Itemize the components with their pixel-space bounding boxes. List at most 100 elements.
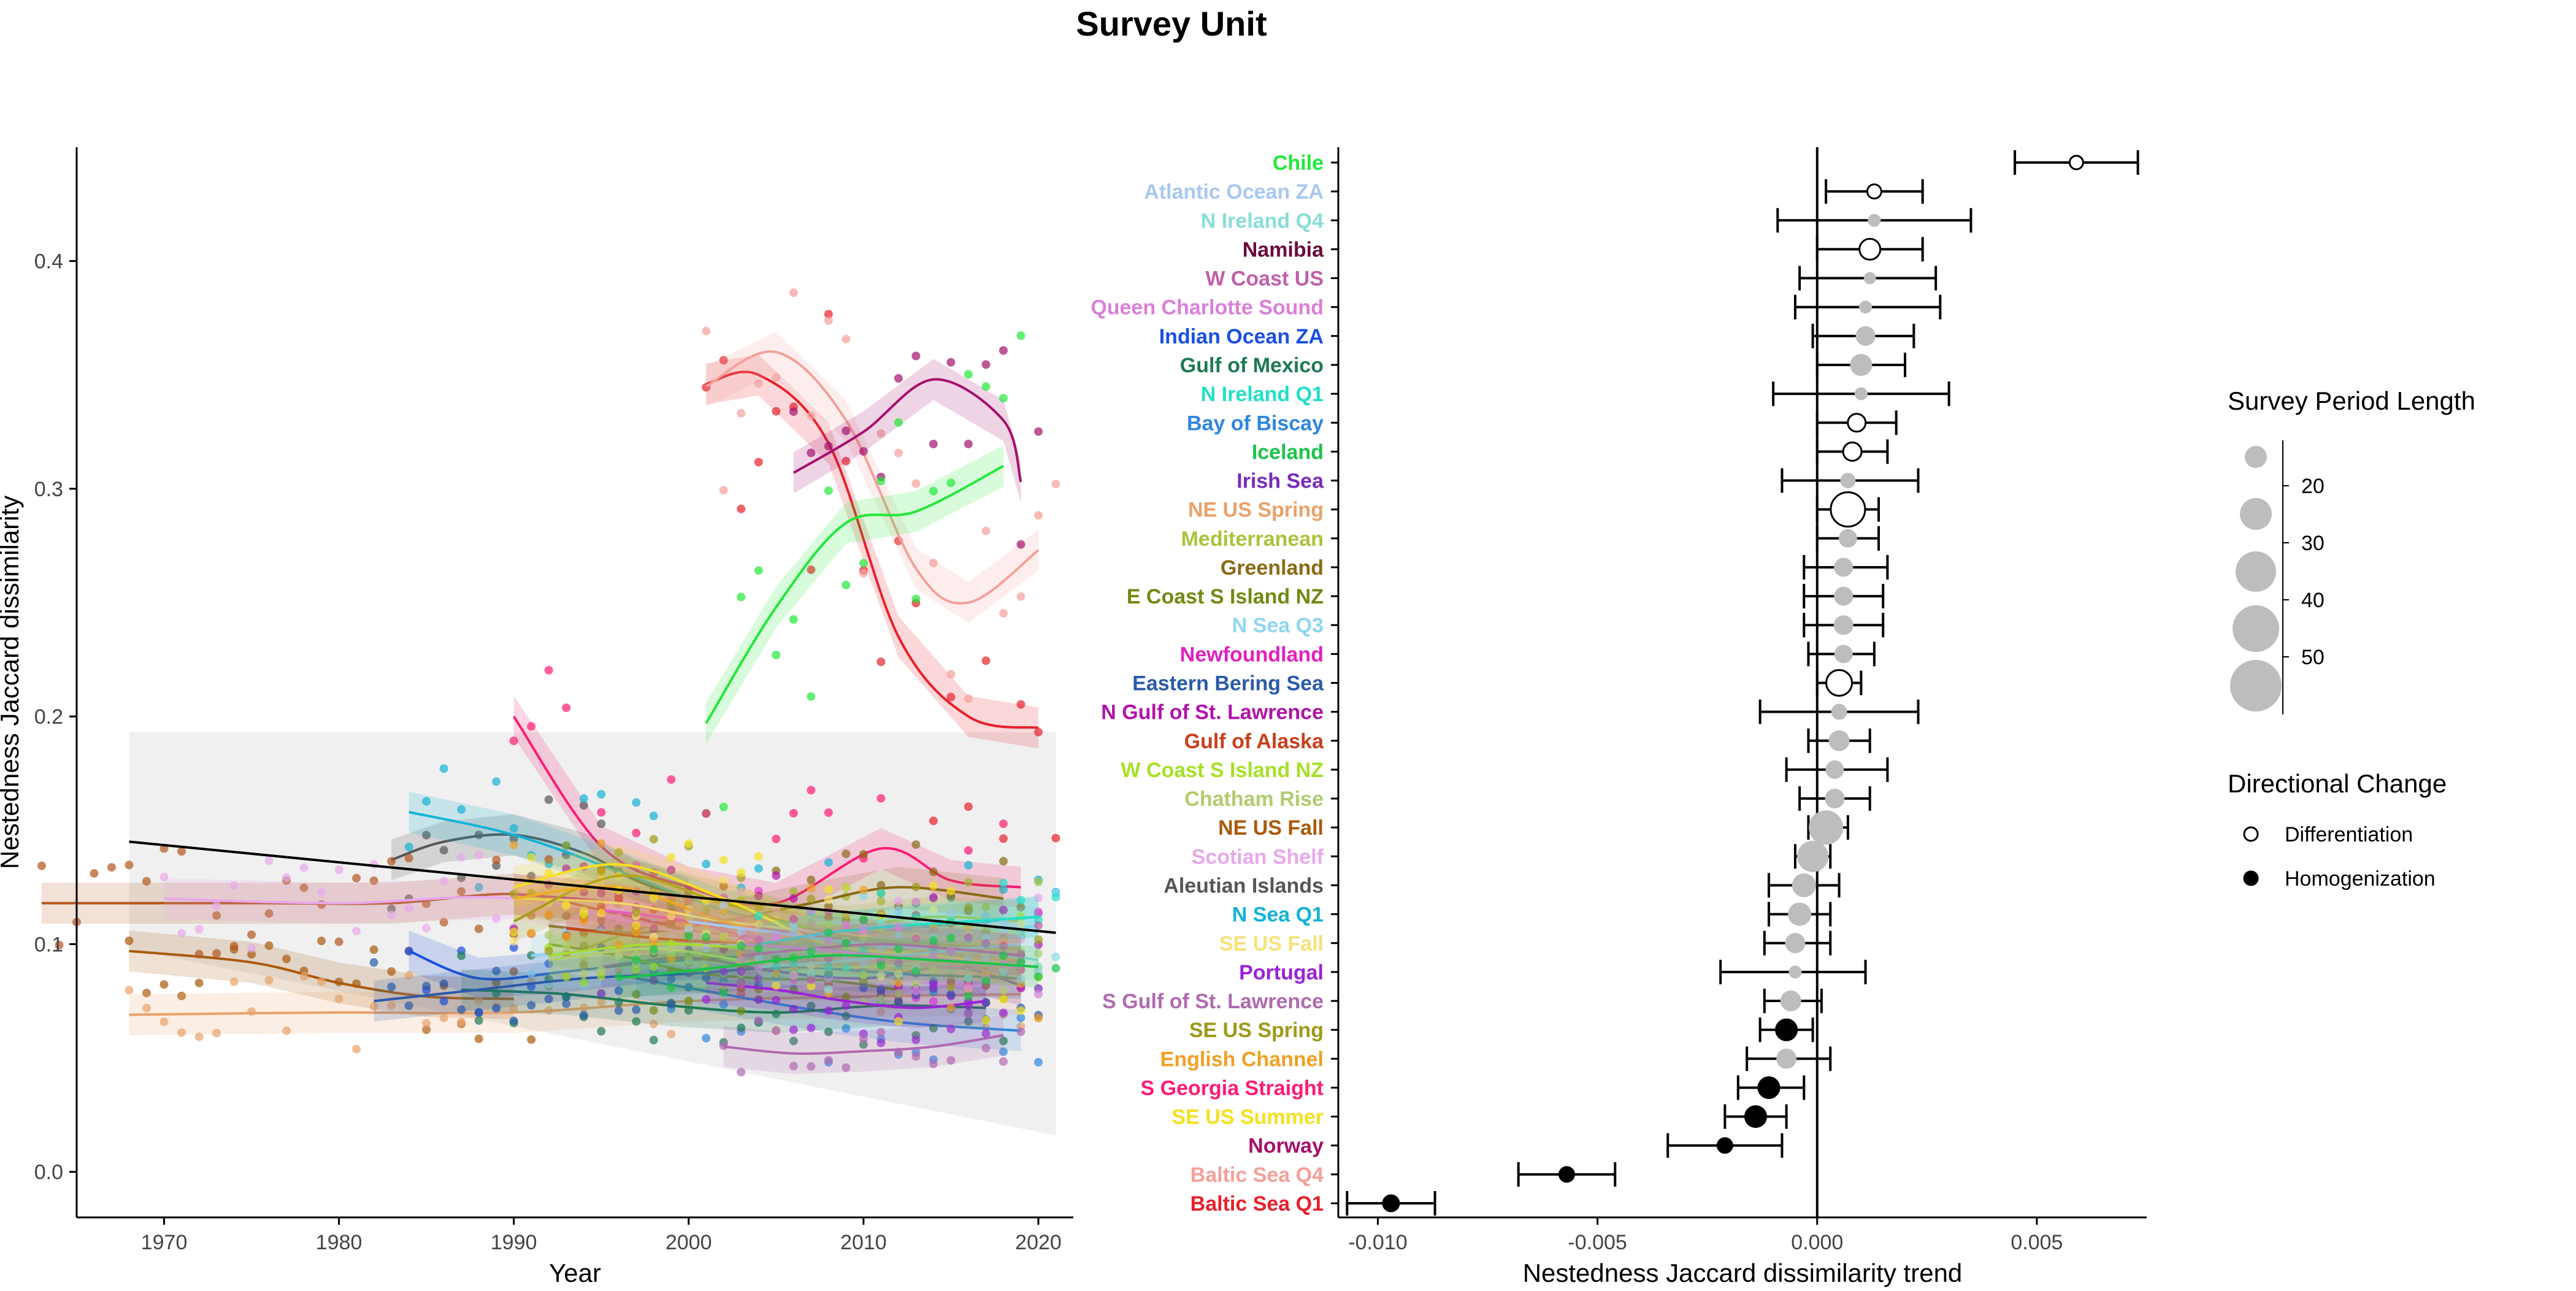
trend-point [1834, 586, 1853, 606]
data-point [911, 351, 921, 361]
data-point [911, 479, 921, 488]
row-label: NE US Fall [1218, 816, 1324, 840]
data-point [894, 923, 903, 932]
x-tick-label: 0.000 [1791, 1231, 1843, 1254]
smooth-line [705, 370, 1039, 729]
data-point [719, 988, 728, 997]
data-point [1034, 989, 1043, 998]
trend-point [1828, 730, 1850, 751]
data-point [1016, 700, 1025, 709]
data-point [719, 802, 728, 811]
data-point [876, 971, 886, 980]
data-point [719, 882, 728, 891]
data-point [999, 878, 1008, 887]
data-point [999, 885, 1008, 894]
data-point [929, 881, 938, 891]
data-point [702, 973, 711, 983]
data-point [527, 1035, 536, 1044]
data-point [632, 908, 641, 917]
data-point [894, 969, 903, 978]
data-point [841, 456, 851, 465]
trend-row: Namibia [1243, 237, 1924, 262]
data-point [807, 875, 816, 884]
trend-row: S Georgia Straight [1141, 1075, 1806, 1100]
row-label: Irish Sea [1236, 470, 1324, 493]
data-point [824, 970, 833, 979]
data-point [632, 956, 641, 965]
data-point [684, 996, 693, 1005]
data-point [667, 911, 676, 921]
data-point [789, 971, 798, 980]
data-point [841, 1011, 851, 1021]
data-point [597, 1027, 606, 1036]
data-point [824, 885, 833, 894]
trend-point [1854, 387, 1868, 400]
data-point [999, 995, 1008, 1004]
data-point [632, 990, 641, 999]
data-point [964, 878, 973, 887]
row-label: Atlantic Ocean ZA [1144, 180, 1324, 204]
data-point [177, 991, 186, 1000]
data-point [579, 978, 588, 987]
trend-point [1833, 615, 1853, 635]
series-group [719, 1009, 1025, 1077]
data-point [894, 374, 903, 383]
data-point [212, 901, 221, 910]
data-point [894, 448, 903, 458]
data-point [1016, 920, 1025, 929]
data-point [264, 941, 274, 950]
data-point [911, 840, 921, 849]
data-point [509, 824, 518, 833]
data-point [667, 954, 676, 963]
data-point [457, 1017, 466, 1027]
data-point [422, 1019, 431, 1028]
data-point [999, 1057, 1008, 1066]
trend-row: SE US Summer [1171, 1104, 1788, 1129]
trend-point [1788, 902, 1812, 926]
data-point [404, 843, 413, 851]
trend-row: NE US Spring [1188, 491, 1880, 528]
confidence-ribbon [129, 973, 1021, 1035]
data-point [1016, 930, 1025, 939]
row-label: Aleutian Islands [1163, 874, 1324, 897]
data-point [981, 526, 991, 535]
data-point [614, 924, 623, 933]
row-label: Baltic Sea Q4 [1190, 1163, 1324, 1187]
data-point [999, 834, 1008, 843]
data-point [789, 1005, 798, 1014]
trend-row: Atlantic Ocean ZA [1144, 179, 1924, 204]
row-label: English Channel [1160, 1048, 1324, 1071]
smooth-line [618, 954, 1039, 980]
confidence-ribbon [793, 359, 1021, 503]
data-point [387, 967, 396, 976]
data-point [894, 989, 903, 998]
data-point [474, 1008, 483, 1017]
confidence-ribbon [706, 445, 1003, 744]
data-point [876, 1038, 886, 1048]
x-tick-label: 1980 [316, 1231, 362, 1254]
data-point [194, 925, 204, 933]
data-point [404, 854, 413, 863]
data-point [929, 905, 938, 914]
data-point [929, 964, 938, 973]
trend-row: W Coast US [1205, 266, 1938, 291]
data-point [457, 852, 466, 862]
data-point [352, 926, 361, 935]
data-point [737, 1023, 746, 1032]
data-point [422, 1025, 431, 1034]
data-point [579, 916, 588, 925]
data-point [474, 851, 483, 860]
data-point [929, 936, 938, 945]
data-point [597, 808, 606, 817]
data-point [754, 891, 763, 900]
trend-point [1716, 1137, 1733, 1154]
data-point [509, 967, 518, 976]
data-point [737, 1006, 746, 1016]
data-point [282, 873, 291, 882]
trend-point [1855, 326, 1876, 346]
data-point [247, 950, 256, 959]
data-point [824, 962, 833, 971]
data-point [876, 1007, 886, 1016]
data-point [614, 986, 623, 995]
